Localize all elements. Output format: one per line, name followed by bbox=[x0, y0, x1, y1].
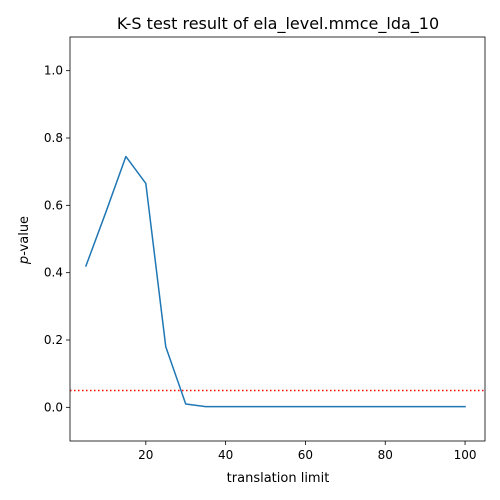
x-tick-label: 60 bbox=[298, 448, 313, 462]
y-tick-label: 0.6 bbox=[44, 198, 63, 212]
x-tick-label: 20 bbox=[138, 448, 153, 462]
y-tick-label: 0.4 bbox=[44, 266, 63, 280]
y-axis-label: p-value bbox=[17, 216, 32, 265]
y-axis-label-rest: -value bbox=[17, 216, 32, 256]
plot-area bbox=[69, 36, 486, 442]
chart-title: K-S test result of ela_level.mmce_lda_10 bbox=[117, 14, 439, 34]
y-axis-ticks: 0.0 0.2 0.4 0.6 0.8 1.0 bbox=[44, 64, 70, 414]
x-axis-ticks: 20 40 60 80 100 bbox=[138, 441, 477, 462]
x-tick-label: 100 bbox=[454, 448, 477, 462]
y-tick-label: 0.0 bbox=[44, 400, 63, 414]
series-line-0 bbox=[84, 155, 466, 408]
axes-frame bbox=[69, 36, 486, 442]
y-tick-label: 0.2 bbox=[44, 333, 63, 347]
x-tick-label: 80 bbox=[378, 448, 393, 462]
x-axis-label: translation limit bbox=[227, 471, 330, 486]
y-tick-label: 1.0 bbox=[44, 64, 63, 78]
x-tick-label: 40 bbox=[218, 448, 233, 462]
y-tick-label: 0.8 bbox=[44, 131, 63, 145]
y-axis-label-italic: p bbox=[17, 256, 32, 265]
